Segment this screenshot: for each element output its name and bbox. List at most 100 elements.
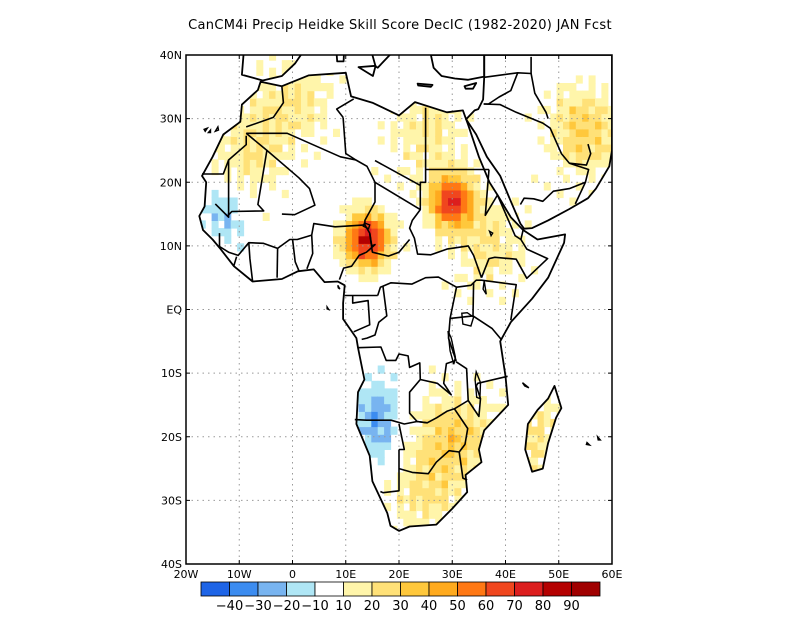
skill-cell (422, 518, 430, 527)
skill-cell (428, 121, 436, 130)
skill-cell (537, 426, 545, 435)
skill-cell (358, 273, 366, 283)
skill-cell (569, 90, 577, 99)
skill-cell (467, 426, 475, 435)
skill-cell (256, 167, 264, 176)
skill-cell (543, 487, 551, 496)
skill-cell (441, 167, 449, 176)
skill-cell (435, 418, 443, 428)
skill-cell (467, 464, 475, 473)
skill-cell (377, 205, 385, 214)
skill-cell (396, 113, 404, 122)
coastline (241, 55, 392, 82)
skill-cell (377, 434, 385, 443)
skill-cell (448, 136, 455, 145)
skill-cell (409, 189, 417, 199)
skill-cell (301, 159, 308, 168)
skill-cell (230, 197, 238, 206)
skill-cell (371, 396, 379, 405)
skill-cell (556, 418, 564, 428)
skill-cell (569, 197, 577, 206)
skill-cell (511, 449, 519, 458)
lon-tick-label: 10E (335, 568, 356, 581)
skill-cell (364, 388, 372, 397)
skill-cell (454, 457, 462, 466)
skill-cell (556, 98, 564, 107)
skill-cell (390, 403, 398, 412)
skill-cell (486, 472, 494, 481)
skill-cell (441, 487, 449, 496)
skill-cell (320, 105, 328, 115)
skill-cell (243, 167, 251, 176)
skill-cell (537, 418, 545, 428)
skill-cell (473, 273, 481, 283)
skill-cell (416, 495, 423, 504)
skill-cell (352, 228, 360, 237)
skill-cell (384, 441, 392, 450)
skill-cell (217, 151, 225, 160)
skill-cell (460, 144, 468, 153)
skill-cell (460, 243, 468, 252)
skill-cell (550, 457, 558, 466)
skill-cell (352, 212, 360, 221)
skill-cell (249, 98, 257, 107)
skill-cell (569, 151, 577, 160)
skill-cell (467, 411, 475, 420)
skill-cell (294, 67, 302, 76)
skill-cell (448, 228, 455, 237)
skill-cell (518, 441, 526, 450)
skill-cell (333, 128, 340, 137)
skill-cell (537, 136, 545, 145)
skill-cell (409, 510, 417, 519)
skill-cell (403, 510, 411, 519)
skill-cell (441, 197, 449, 206)
skill-cell (467, 98, 475, 107)
skill-cell (339, 228, 347, 237)
country-border (248, 242, 254, 282)
skill-cell (416, 487, 423, 496)
skill-cell (543, 380, 551, 389)
skill-cell (550, 121, 558, 130)
skill-cell (467, 296, 475, 305)
skill-cell (428, 197, 436, 206)
skill-cell (473, 197, 481, 206)
skill-cell (479, 396, 487, 405)
skill-cell (441, 495, 449, 504)
skill-cell (435, 167, 443, 176)
skill-cell (454, 472, 462, 481)
skill-cell (249, 136, 257, 145)
skill-cell (320, 136, 328, 145)
skill-cell (262, 98, 270, 107)
skill-cell (269, 159, 277, 168)
skill-cell (556, 83, 564, 92)
skill-cell (281, 98, 289, 107)
skill-cell (217, 228, 225, 237)
skill-cell (448, 411, 455, 420)
skill-cell (428, 411, 436, 420)
skill-cell (358, 388, 366, 397)
country-border (218, 222, 365, 257)
skill-cell (428, 174, 436, 183)
skill-cell (409, 83, 417, 92)
skill-cell (486, 266, 494, 275)
colorbar: −40 −30 −20 −10 10 20 30 40 50 60 70 80 90 (200, 581, 601, 614)
skill-cell (550, 144, 558, 153)
skill-cell (435, 121, 443, 130)
skill-cell (441, 189, 449, 199)
skill-cell (531, 426, 539, 435)
skill-cell (384, 388, 392, 397)
skill-cell (249, 113, 257, 122)
skill-cell (435, 426, 443, 435)
skill-cell (269, 144, 277, 153)
skill-cell (479, 228, 487, 237)
skill-cell (601, 128, 609, 137)
skill-cell (575, 128, 583, 137)
skill-cell (403, 549, 410, 557)
skill-cell (339, 251, 347, 260)
skill-cell (575, 98, 583, 107)
skill-cell (454, 128, 462, 137)
skill-cell (409, 151, 417, 160)
skill-cell (249, 182, 257, 191)
skill-cell (384, 480, 392, 489)
skill-cell (237, 167, 245, 176)
